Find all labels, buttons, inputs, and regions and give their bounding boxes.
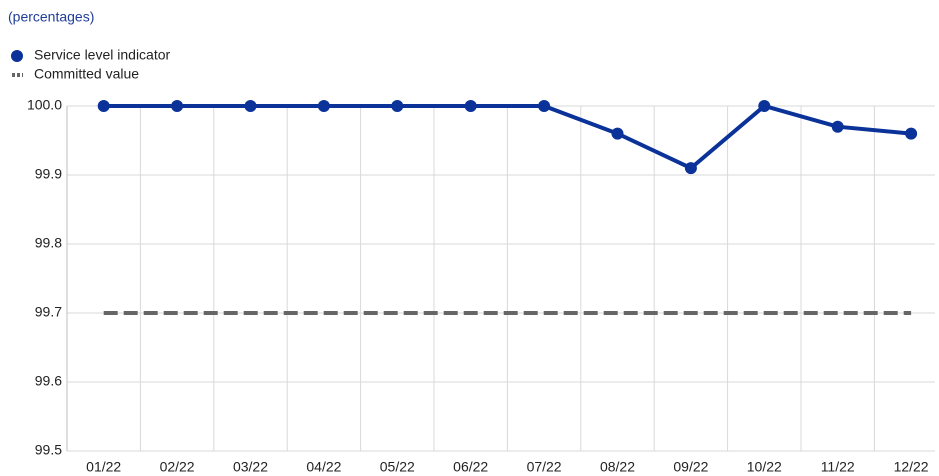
y-tick-label: 100.0	[27, 97, 62, 113]
chart-subtitle: (percentages)	[8, 9, 94, 25]
x-tick-label: 05/22	[380, 459, 415, 475]
x-tick-label: 08/22	[600, 459, 635, 475]
data-point	[538, 100, 551, 112]
y-tick-label: 99.8	[35, 235, 62, 251]
x-tick-label: 06/22	[453, 459, 488, 475]
legend-label: Service level indicator	[34, 47, 171, 63]
data-point	[758, 100, 771, 112]
y-tick-label: 99.7	[35, 304, 62, 320]
data-point	[831, 120, 844, 133]
legend-marker	[11, 50, 23, 62]
y-tick-label: 99.5	[35, 442, 62, 458]
x-tick-label: 12/22	[894, 459, 929, 475]
y-tick-label: 99.9	[35, 166, 62, 182]
x-tick-label: 10/22	[747, 459, 782, 475]
x-tick-label: 02/22	[160, 459, 195, 475]
data-point	[171, 100, 184, 112]
data-point	[97, 100, 110, 112]
series-line	[103, 103, 912, 171]
data-point	[391, 100, 404, 112]
x-tick-label: 03/22	[233, 459, 268, 475]
x-tick-label: 07/22	[527, 459, 562, 475]
x-tick-label: 01/22	[86, 459, 121, 475]
legend-label: Committed value	[34, 66, 139, 82]
data-point	[464, 100, 477, 112]
data-point	[684, 162, 697, 175]
data-point	[611, 127, 624, 140]
data-point	[905, 127, 918, 140]
x-tick-label: 11/22	[821, 459, 855, 475]
data-point	[317, 100, 330, 112]
y-tick-label: 99.6	[35, 373, 62, 389]
data-point	[244, 100, 257, 112]
x-tick-label: 04/22	[306, 459, 341, 475]
x-tick-label: 09/22	[673, 459, 708, 475]
